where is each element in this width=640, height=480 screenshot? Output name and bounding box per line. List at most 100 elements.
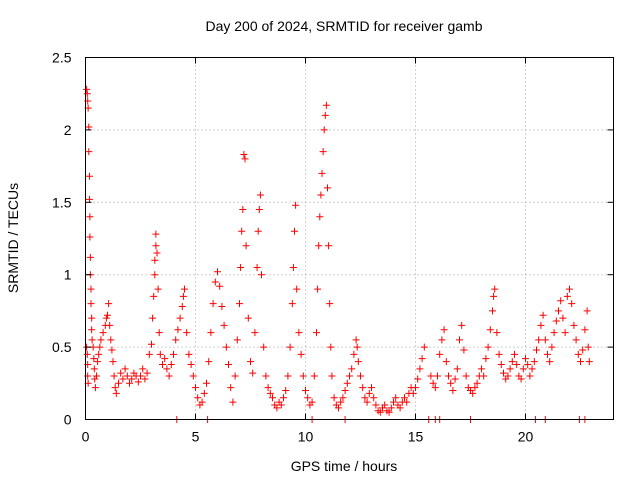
- data-point: [533, 346, 540, 354]
- data-point: [209, 300, 217, 308]
- data-point: [198, 398, 206, 406]
- data-point: [473, 379, 481, 387]
- data-point: [372, 401, 380, 409]
- data-point: [396, 404, 404, 412]
- data-point: [348, 365, 356, 373]
- data-point: [225, 360, 232, 368]
- data-point: [321, 111, 329, 119]
- data-point: [559, 314, 567, 322]
- data-point: [535, 336, 543, 344]
- data-point: [579, 346, 587, 354]
- data-point: [357, 372, 364, 380]
- data-point: [141, 375, 149, 383]
- data-point: [581, 326, 589, 334]
- data-point: [491, 285, 499, 293]
- data-point: [159, 360, 166, 368]
- data-point: [370, 394, 378, 402]
- data-point: [189, 372, 197, 380]
- data-point: [93, 372, 100, 380]
- data-point: [480, 372, 488, 380]
- data-point: [85, 195, 93, 203]
- data-point: [368, 384, 375, 392]
- data-point: [266, 389, 274, 397]
- data-point: [207, 329, 215, 337]
- data-point: [526, 372, 534, 380]
- data-point: [264, 384, 272, 392]
- data-point: [253, 263, 261, 271]
- data-point: [87, 285, 95, 293]
- data-point: [343, 379, 351, 387]
- data-point: [99, 329, 107, 337]
- x-axis-ticks: 0 5 10 15 20: [82, 57, 534, 445]
- data-point: [156, 350, 164, 358]
- data-point: [353, 343, 361, 351]
- data-point: [178, 303, 186, 311]
- data-point: [91, 375, 99, 383]
- data-point: [218, 303, 226, 311]
- data-point: [107, 336, 115, 344]
- data-point: [504, 372, 512, 380]
- data-point: [83, 90, 91, 98]
- data-point: [172, 336, 180, 344]
- data-point: [163, 365, 171, 373]
- data-point: [216, 282, 224, 290]
- data-point: [566, 285, 573, 293]
- data-point: [83, 350, 91, 358]
- plot-frame: [85, 57, 614, 420]
- data-point: [434, 372, 441, 380]
- data-point: [416, 365, 424, 373]
- data-point: [324, 184, 331, 192]
- data-point: [295, 329, 303, 337]
- data-point: [361, 394, 369, 402]
- data-point: [313, 329, 320, 337]
- data-point: [167, 360, 175, 368]
- data-point: [83, 85, 91, 93]
- data-point: [205, 358, 213, 366]
- data-point: [308, 398, 316, 406]
- data-point: [200, 389, 208, 397]
- data-point: [299, 372, 307, 380]
- data-point: [572, 336, 580, 344]
- data-point: [262, 372, 270, 380]
- data-point: [280, 394, 287, 402]
- data-point: [85, 123, 93, 131]
- data-point: [110, 372, 118, 380]
- data-point: [256, 191, 264, 199]
- data-point: [451, 375, 459, 383]
- x-tick-label: 0: [82, 429, 90, 445]
- data-point: [563, 292, 571, 300]
- data-point: [119, 375, 127, 383]
- data-point: [286, 343, 294, 351]
- data-point: [412, 384, 419, 392]
- data-point: [319, 148, 327, 156]
- data-point: [123, 372, 131, 380]
- data-point: [322, 101, 330, 109]
- data-point: [508, 358, 516, 366]
- data-point: [176, 314, 184, 322]
- data-point: [229, 398, 237, 406]
- x-tick-label: 20: [518, 429, 534, 445]
- data-point: [104, 311, 111, 319]
- data-point: [482, 355, 490, 363]
- data-point: [495, 350, 503, 358]
- data-point: [497, 360, 505, 368]
- data-point: [227, 384, 235, 392]
- data-point: [414, 375, 422, 383]
- data-point: [292, 201, 300, 209]
- data-point: [288, 300, 296, 308]
- data-point: [500, 369, 507, 377]
- data-point: [149, 314, 157, 322]
- data-point: [194, 394, 202, 402]
- data-point: [297, 350, 305, 358]
- data-point: [493, 329, 501, 337]
- data-point: [484, 343, 492, 351]
- data-point: [242, 242, 250, 250]
- data-point: [134, 378, 142, 386]
- data-point: [105, 300, 113, 308]
- data-point: [570, 321, 578, 329]
- data-point: [385, 408, 393, 416]
- data-point: [254, 227, 262, 235]
- data-point: [192, 384, 199, 392]
- data-point: [524, 360, 532, 368]
